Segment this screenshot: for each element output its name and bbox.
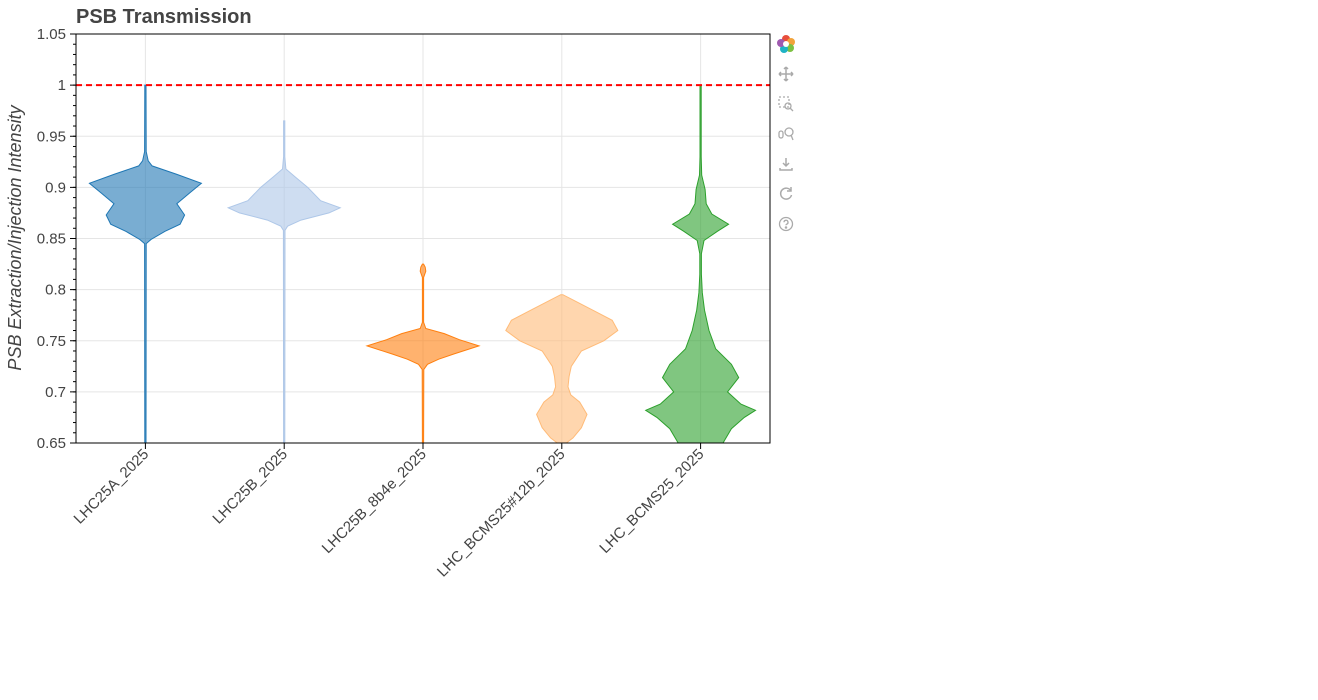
- bokeh-logo-icon[interactable]: [774, 32, 798, 56]
- y-tick-label: 0.7: [45, 384, 66, 401]
- violin-4: [505, 294, 619, 444]
- wheel-zoom-icon[interactable]: [774, 122, 798, 146]
- x-tick-label: LHC_BCMS25_2025: [596, 446, 707, 557]
- y-tick-label: 0.85: [37, 231, 66, 248]
- violin-2: [226, 120, 342, 444]
- help-icon[interactable]: [774, 212, 798, 236]
- x-tick-label: LHC25B_2025: [209, 446, 291, 528]
- y-axis-label: PSB Extraction/Injection Intensity: [5, 104, 25, 370]
- toolbar: [774, 32, 798, 242]
- y-axis: 0.65 0.7 0.75 0.8 0.85 0.9 0.95 1 1.05: [37, 26, 76, 452]
- y-tick-label: 0.95: [37, 128, 66, 145]
- violin-5: [644, 84, 757, 444]
- x-tick-label: LHC_BCMS25#12b_2025: [434, 446, 569, 581]
- pan-icon[interactable]: [774, 62, 798, 86]
- violins: [88, 84, 757, 444]
- y-tick-label: 0.8: [45, 282, 66, 299]
- violin-1: [88, 84, 203, 444]
- box-zoom-icon[interactable]: [774, 92, 798, 116]
- y-tick-label: 0.75: [37, 333, 66, 350]
- y-tick-label: 1: [58, 77, 66, 94]
- chart-title: PSB Transmission: [76, 6, 252, 28]
- x-tick-label: LHC25B_8b4e_2025: [319, 446, 430, 557]
- y-tick-label: 1.05: [37, 26, 66, 43]
- violin-3: [365, 263, 481, 444]
- x-tick-label: LHC25A_2025: [71, 446, 153, 528]
- save-icon[interactable]: [774, 152, 798, 176]
- reset-icon[interactable]: [774, 182, 798, 206]
- x-axis: LHC25A_2025 LHC25B_2025 LHC25B_8b4e_2025 LH…: [71, 443, 707, 581]
- y-tick-label: 0.9: [45, 179, 66, 196]
- y-tick-label: 0.65: [37, 435, 66, 452]
